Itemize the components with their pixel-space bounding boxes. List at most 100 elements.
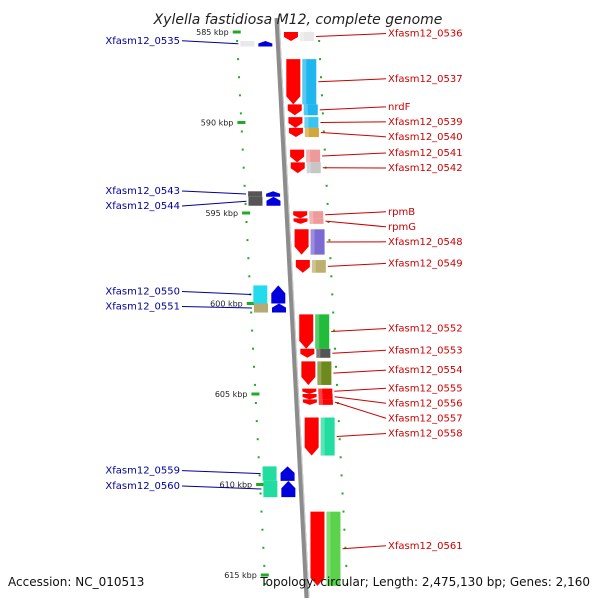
gene-label[interactable]: Xfasm12_0551 (105, 301, 180, 312)
gene-Xfasm12_0544[interactable] (248, 196, 281, 206)
gene-feature-box (318, 394, 333, 400)
gene-label-leader (318, 78, 387, 83)
forward-strand-arrow (271, 285, 286, 304)
gene-label[interactable]: Xfasm12_0540 (388, 132, 463, 143)
gene-Xfasm12_0537[interactable] (286, 59, 317, 105)
gene-feature-shade (306, 162, 311, 174)
gene-label-leader (331, 328, 387, 333)
gene-feature-box (320, 417, 335, 456)
gene-label[interactable]: Xfasm12_0543 (105, 186, 180, 197)
rail-dot (320, 94, 323, 97)
rail-dot (245, 221, 248, 223)
gene-Xfasm12_0557[interactable] (302, 399, 333, 405)
gene-label[interactable]: Xfasm12_0550 (105, 286, 180, 297)
gene-feature-box (315, 314, 330, 349)
gene-label[interactable]: Xfasm12_0542 (388, 163, 463, 174)
backbone-layer (274, 17, 310, 599)
forward-strand-arrow (281, 480, 296, 498)
gene-feature-box (316, 348, 331, 358)
right-outer-rail (318, 40, 349, 585)
gene-label[interactable]: Xfasm12_0554 (388, 365, 463, 376)
gene-Xfasm12_0552[interactable] (299, 314, 330, 349)
gene-feature-shade (320, 417, 325, 456)
reverse-strand-arrow (295, 260, 310, 273)
gene-label[interactable]: Xfasm12_0556 (388, 398, 463, 409)
gene-rpmB[interactable] (293, 211, 324, 219)
gene-label[interactable]: rpmG (388, 222, 416, 233)
gene-Xfasm12_0553[interactable] (300, 348, 331, 358)
gene-Xfasm12_0540[interactable] (288, 127, 319, 137)
gene-label[interactable]: Xfasm12_0561 (388, 541, 463, 552)
gene-Xfasm12_0548[interactable] (294, 229, 325, 255)
gene-Xfasm12_0549[interactable] (295, 260, 326, 273)
gene-Xfasm12_0551[interactable] (254, 303, 287, 313)
gene-label[interactable]: Xfasm12_0560 (105, 481, 180, 492)
gene-label[interactable]: rpmB (388, 207, 415, 218)
gene-label-leader (342, 545, 387, 550)
gene-Xfasm12_0535[interactable] (240, 41, 273, 47)
gene-Xfasm12_0536[interactable] (283, 32, 314, 42)
gene-Xfasm12_0560[interactable] (263, 480, 296, 498)
gene-feature-box (248, 196, 263, 206)
gene-Xfasm12_0561[interactable] (310, 511, 341, 586)
gene-feature-shade (326, 511, 331, 586)
gene-Xfasm12_0542[interactable] (290, 162, 321, 174)
gene-label[interactable]: Xfasm12_0544 (105, 201, 180, 212)
gene-rpmG[interactable] (293, 218, 324, 224)
label-layer: Xfasm12_0536 Xfasm12_0537 nrdF Xfasm12_0539… (105, 29, 462, 552)
gene-feature-shade (309, 211, 314, 219)
gene-label[interactable]: Xfasm12_0553 (388, 345, 463, 356)
gene-Xfasm12_0554[interactable] (301, 361, 332, 385)
gene-label[interactable]: Xfasm12_0535 (105, 36, 180, 47)
gene-label-leader (334, 401, 387, 419)
gene-label[interactable]: nrdF (388, 102, 411, 113)
gene-feature-box (311, 260, 326, 273)
gene-Xfasm12_0555[interactable] (302, 388, 333, 394)
rail-dot (237, 58, 240, 61)
gene-Xfasm12_0539[interactable] (288, 117, 319, 128)
gene-label[interactable]: Xfasm12_0539 (388, 117, 463, 128)
reverse-strand-arrow (293, 211, 308, 219)
genome-summary-text: Topology: circular; Length: 2,475,130 bp… (259, 575, 590, 589)
rail-dot (238, 94, 241, 97)
gene-feature-box (317, 361, 332, 385)
gene-label[interactable]: Xfasm12_0555 (388, 383, 463, 394)
tick-mark (237, 121, 246, 124)
reverse-strand-arrow (310, 511, 325, 586)
rail-dot (252, 347, 255, 350)
gene-feature-box (248, 191, 263, 197)
gene-feature-box (263, 480, 278, 498)
gene-label[interactable]: Xfasm12_0541 (388, 148, 463, 159)
rail-dot (339, 456, 342, 459)
gene-Xfasm12_0559[interactable] (262, 466, 295, 481)
gene-nrdF[interactable] (287, 104, 318, 116)
gene-feature-shade (309, 218, 314, 224)
reverse-strand-arrow (288, 127, 303, 137)
gene-label[interactable]: Xfasm12_0549 (388, 258, 463, 269)
gene-Xfasm12_0558[interactable] (304, 417, 335, 456)
gene-label[interactable]: Xfasm12_0552 (388, 324, 463, 335)
rail-dot (239, 112, 242, 115)
reverse-strand-arrow (302, 399, 317, 405)
gene-label[interactable]: Xfasm12_0559 (105, 466, 180, 477)
gene-feature-shade (304, 117, 309, 128)
gene-label[interactable]: Xfasm12_0537 (388, 74, 463, 85)
rail-dot (325, 184, 328, 187)
gene-label[interactable]: Xfasm12_0548 (388, 237, 463, 248)
rail-dot (337, 420, 340, 423)
gene-feature-box (240, 41, 255, 47)
rail-dot (319, 58, 322, 61)
rail-dot (332, 311, 335, 314)
reverse-strand-arrow (293, 218, 308, 224)
reverse-strand-arrow (299, 314, 314, 349)
gene-Xfasm12_0550[interactable] (253, 285, 286, 304)
gene-label-leader (333, 369, 387, 374)
gene-Xfasm12_0541[interactable] (290, 149, 321, 163)
gene-label[interactable]: Xfasm12_0558 (388, 429, 463, 440)
gene-label[interactable]: Xfasm12_0536 (388, 29, 463, 40)
gene-Xfasm12_0543[interactable] (248, 191, 281, 197)
rail-dot (262, 546, 265, 549)
gene-label-leader (181, 305, 253, 309)
gene-label[interactable]: Xfasm12_0557 (388, 413, 463, 424)
gene-Xfasm12_0556[interactable] (302, 394, 333, 400)
